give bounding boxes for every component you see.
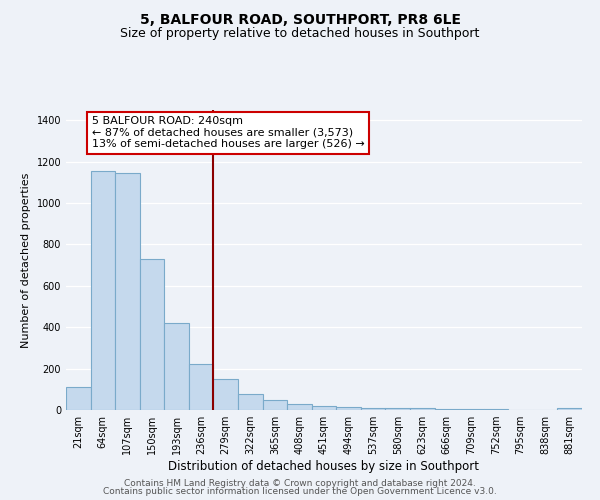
Bar [459, 409, 484, 410]
X-axis label: Distribution of detached houses by size in Southport: Distribution of detached houses by size … [169, 460, 479, 473]
Bar [557, 408, 582, 410]
Text: Contains HM Land Registry data © Crown copyright and database right 2024.: Contains HM Land Registry data © Crown c… [124, 478, 476, 488]
Bar [336, 407, 361, 410]
Bar [434, 409, 459, 410]
Bar [410, 408, 434, 410]
Bar [115, 173, 140, 410]
Text: 5 BALFOUR ROAD: 240sqm
← 87% of detached houses are smaller (3,573)
13% of semi-: 5 BALFOUR ROAD: 240sqm ← 87% of detached… [92, 116, 365, 149]
Text: 5, BALFOUR ROAD, SOUTHPORT, PR8 6LE: 5, BALFOUR ROAD, SOUTHPORT, PR8 6LE [139, 12, 461, 26]
Bar [189, 364, 214, 410]
Bar [385, 408, 410, 410]
Bar [238, 394, 263, 410]
Bar [66, 387, 91, 410]
Bar [214, 379, 238, 410]
Bar [361, 408, 385, 410]
Text: Contains public sector information licensed under the Open Government Licence v3: Contains public sector information licen… [103, 488, 497, 496]
Bar [312, 406, 336, 410]
Text: Size of property relative to detached houses in Southport: Size of property relative to detached ho… [121, 28, 479, 40]
Bar [287, 404, 312, 410]
Bar [164, 323, 189, 410]
Y-axis label: Number of detached properties: Number of detached properties [21, 172, 31, 348]
Bar [140, 259, 164, 410]
Bar [91, 171, 115, 410]
Bar [263, 400, 287, 410]
